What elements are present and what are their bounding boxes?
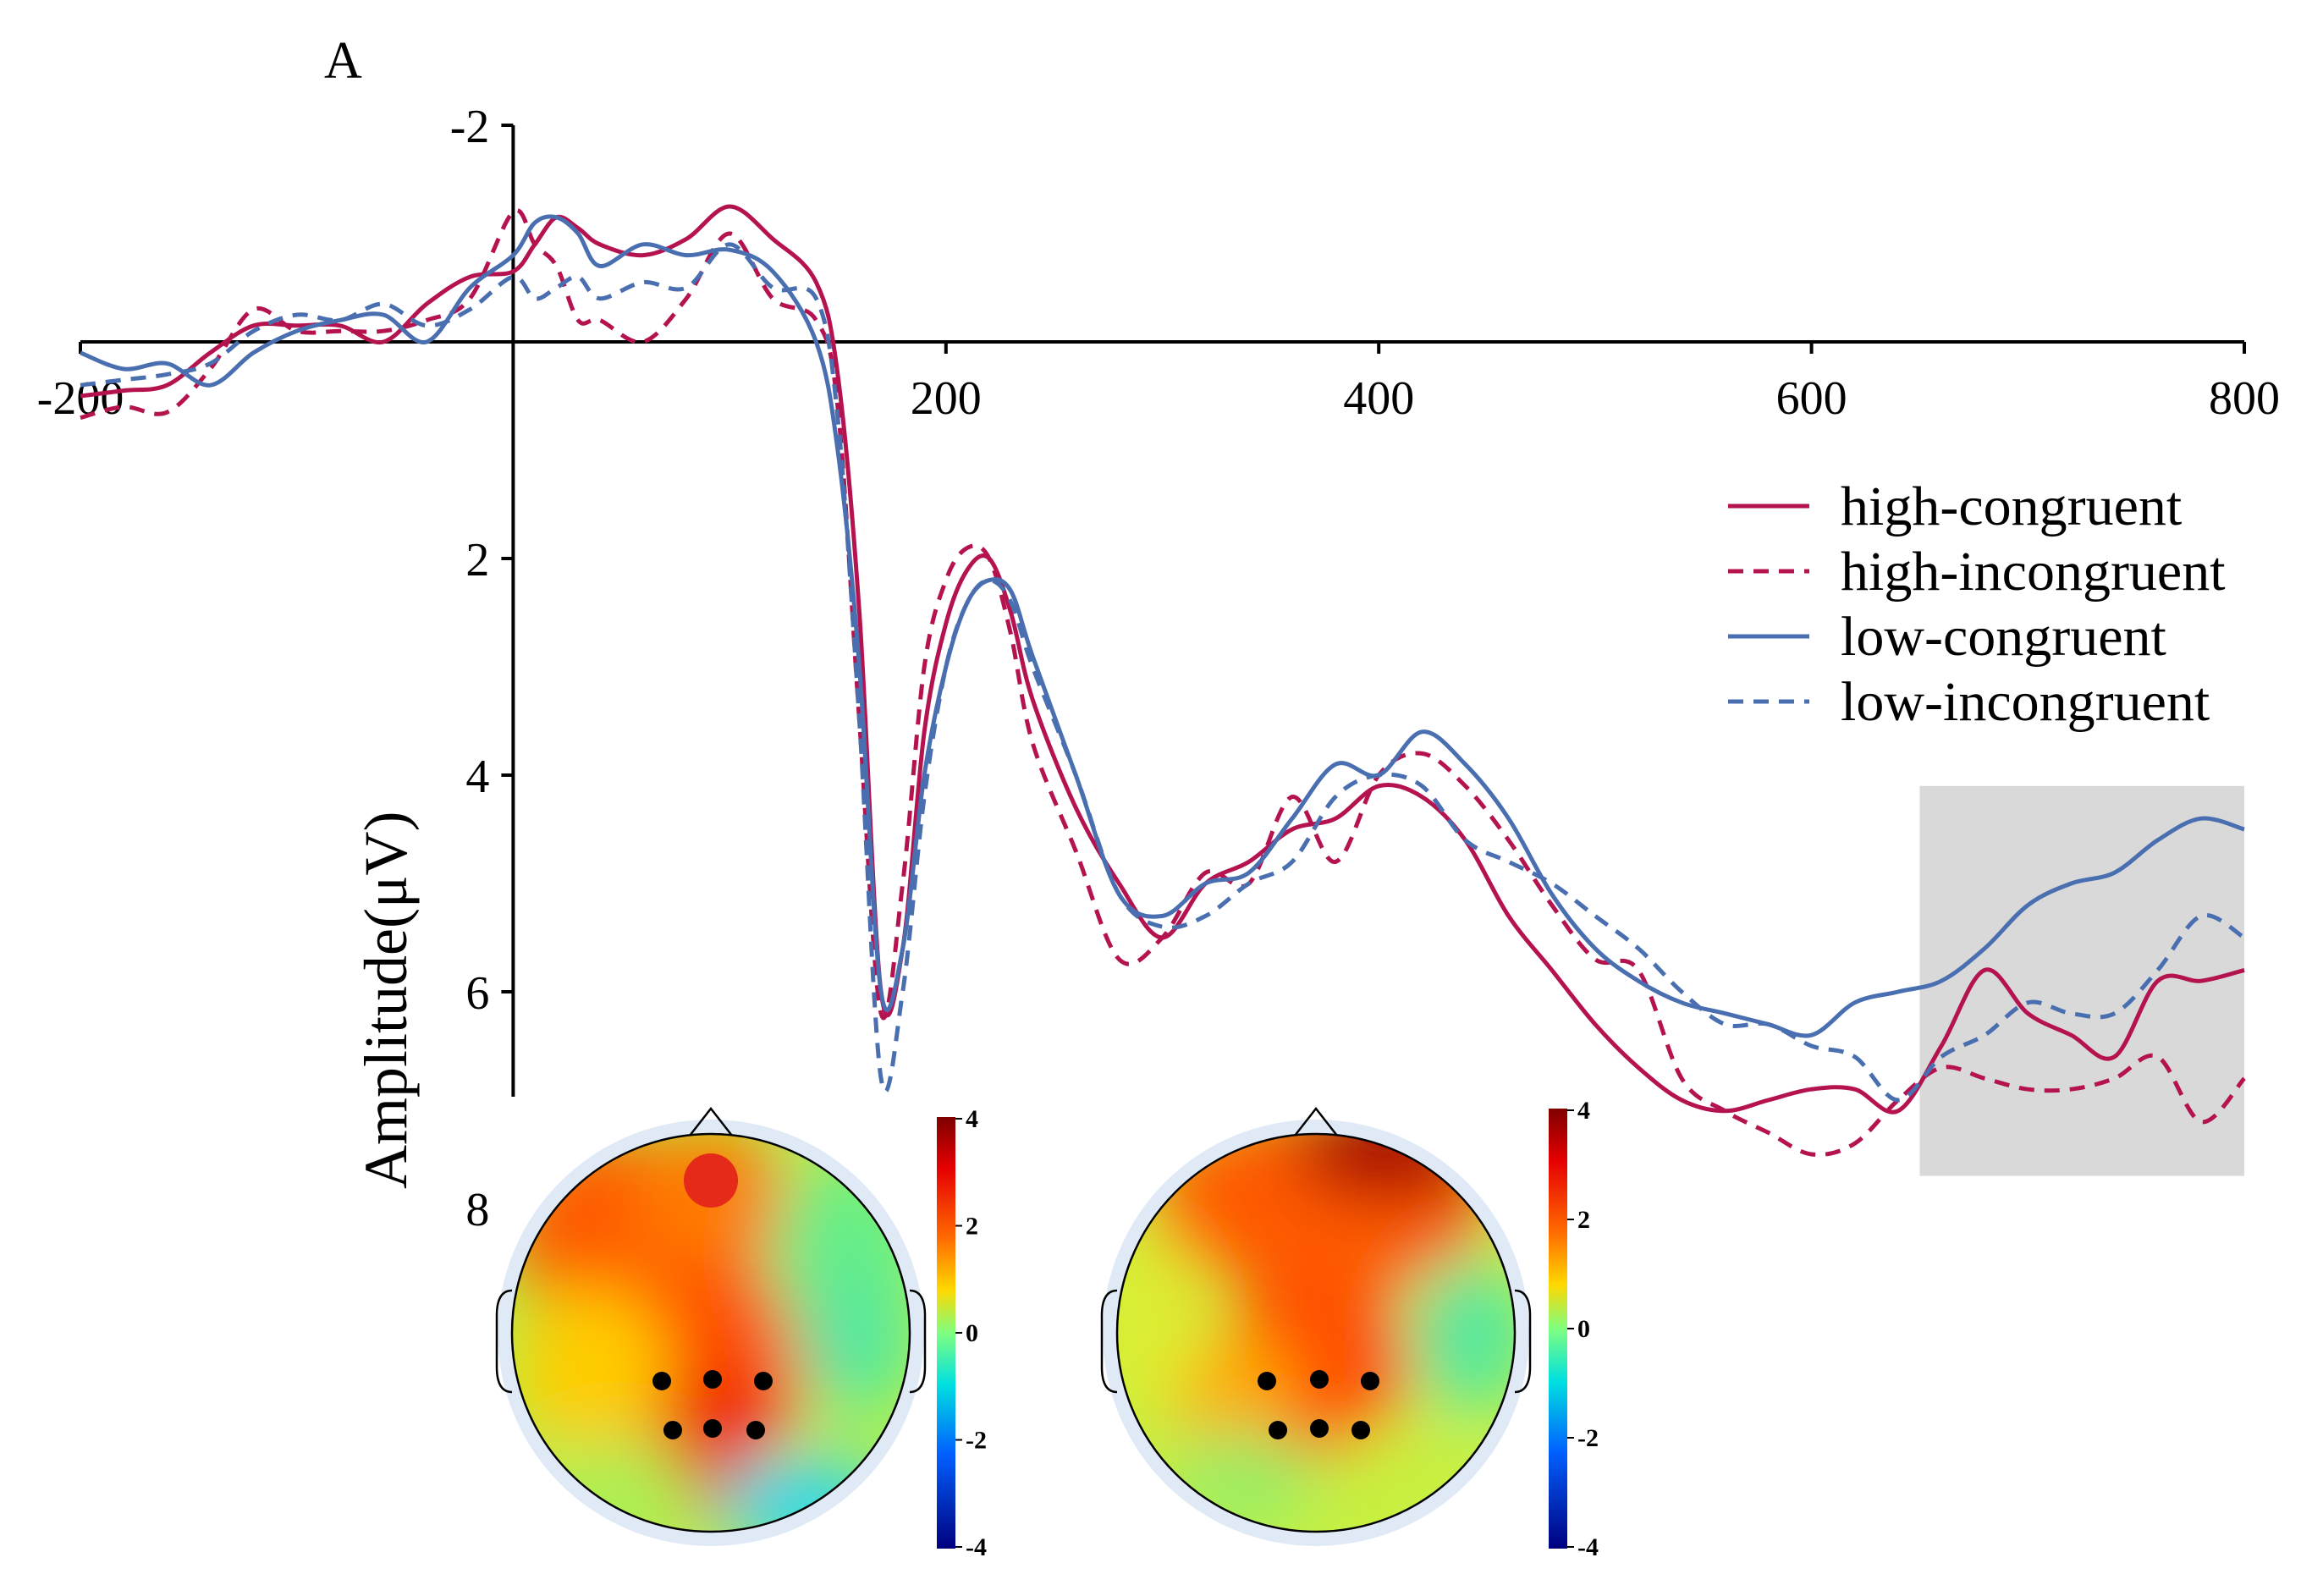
topomap-right-ear-right	[1514, 1289, 1532, 1394]
topomap-left: 4 2 0 -2 -4	[495, 1105, 987, 1561]
topomap-right-nose	[1294, 1106, 1338, 1136]
colorbar-tick-label: -2	[966, 1427, 987, 1455]
electrode-dot	[663, 1421, 682, 1439]
topomap-left-ear-left	[495, 1289, 513, 1394]
topomap-left-electrodes	[652, 1370, 773, 1439]
topomap-left-nose	[689, 1106, 733, 1136]
electrode-dot	[1269, 1421, 1287, 1439]
panel-label: A	[324, 32, 362, 90]
x-tick-label: 800	[2209, 372, 2280, 425]
x-tick-label: 600	[1776, 372, 1847, 425]
colorbar-right	[1549, 1109, 1567, 1549]
electrode-dot	[703, 1370, 722, 1389]
colorbar-tick-label: -4	[966, 1533, 987, 1561]
y-tick-label: 6	[465, 967, 489, 1020]
x-tick-label: 400	[1343, 372, 1414, 425]
axes	[80, 125, 2244, 1097]
y-tick-label: 4	[465, 751, 489, 803]
x-axis-ticks: -200 200 400 600 800	[37, 342, 2280, 425]
colorbar-tick-label: 4	[966, 1105, 978, 1133]
colorbar-left-ticks: 4 2 0 -2 -4	[955, 1105, 987, 1561]
series-line-low-incongruent	[80, 242, 2246, 1103]
electrode-dot	[746, 1421, 765, 1439]
colorbar-tick-label: 2	[966, 1213, 978, 1241]
legend: high-congruenthigh-incongruentlow-congru…	[1728, 476, 2226, 733]
electrode-dot	[1351, 1421, 1370, 1439]
y-tick-label: 2	[465, 534, 489, 586]
y-tick-label: -2	[450, 101, 490, 153]
colorbar-left	[937, 1117, 955, 1549]
electrode-dot	[1258, 1372, 1276, 1390]
colorbar-tick-label: 2	[1577, 1206, 1590, 1234]
series-line-high-congruent	[80, 204, 2245, 1114]
colorbar-tick-label: 4	[1577, 1097, 1590, 1125]
electrode-dot	[652, 1372, 671, 1390]
colorbar-tick-label: -4	[1577, 1533, 1599, 1561]
electrode-dot	[1361, 1372, 1379, 1390]
colorbar-right-ticks: 4 2 0 -2 -4	[1567, 1097, 1599, 1561]
y-tick-label: 8	[465, 1184, 489, 1236]
electrode-dot	[1310, 1419, 1329, 1438]
y-axis-ticks: -2 2 4 6 8	[450, 101, 514, 1236]
topomap-right-ear-left	[1100, 1289, 1118, 1394]
legend-label-low-congruent: low-congruent	[1841, 606, 2166, 668]
legend-label-high-incongruent: high-incongruent	[1841, 541, 2226, 603]
series-lines	[80, 204, 2246, 1157]
legend-label-high-congruent: high-congruent	[1841, 476, 2182, 537]
electrode-dot	[754, 1372, 773, 1390]
topomap-right-electrodes	[1258, 1370, 1379, 1439]
x-tick-label: 200	[911, 372, 982, 425]
electrode-dot	[1310, 1370, 1329, 1389]
topomap-left-ear-right	[909, 1289, 927, 1394]
y-axis-label: Amplitude(μV)	[352, 811, 420, 1189]
series-line-high-incongruent	[80, 208, 2246, 1157]
legend-label-low-incongruent: low-incongruent	[1841, 671, 2210, 733]
topomap-left-field	[512, 1134, 910, 1532]
colorbar-tick-label: 0	[1577, 1315, 1590, 1343]
colorbar-tick-label: 0	[966, 1319, 978, 1347]
colorbar-tick-label: -2	[1577, 1424, 1599, 1452]
topomap-right: 4 2 0 -2 -4	[1100, 1097, 1599, 1561]
electrode-dot	[703, 1419, 722, 1438]
